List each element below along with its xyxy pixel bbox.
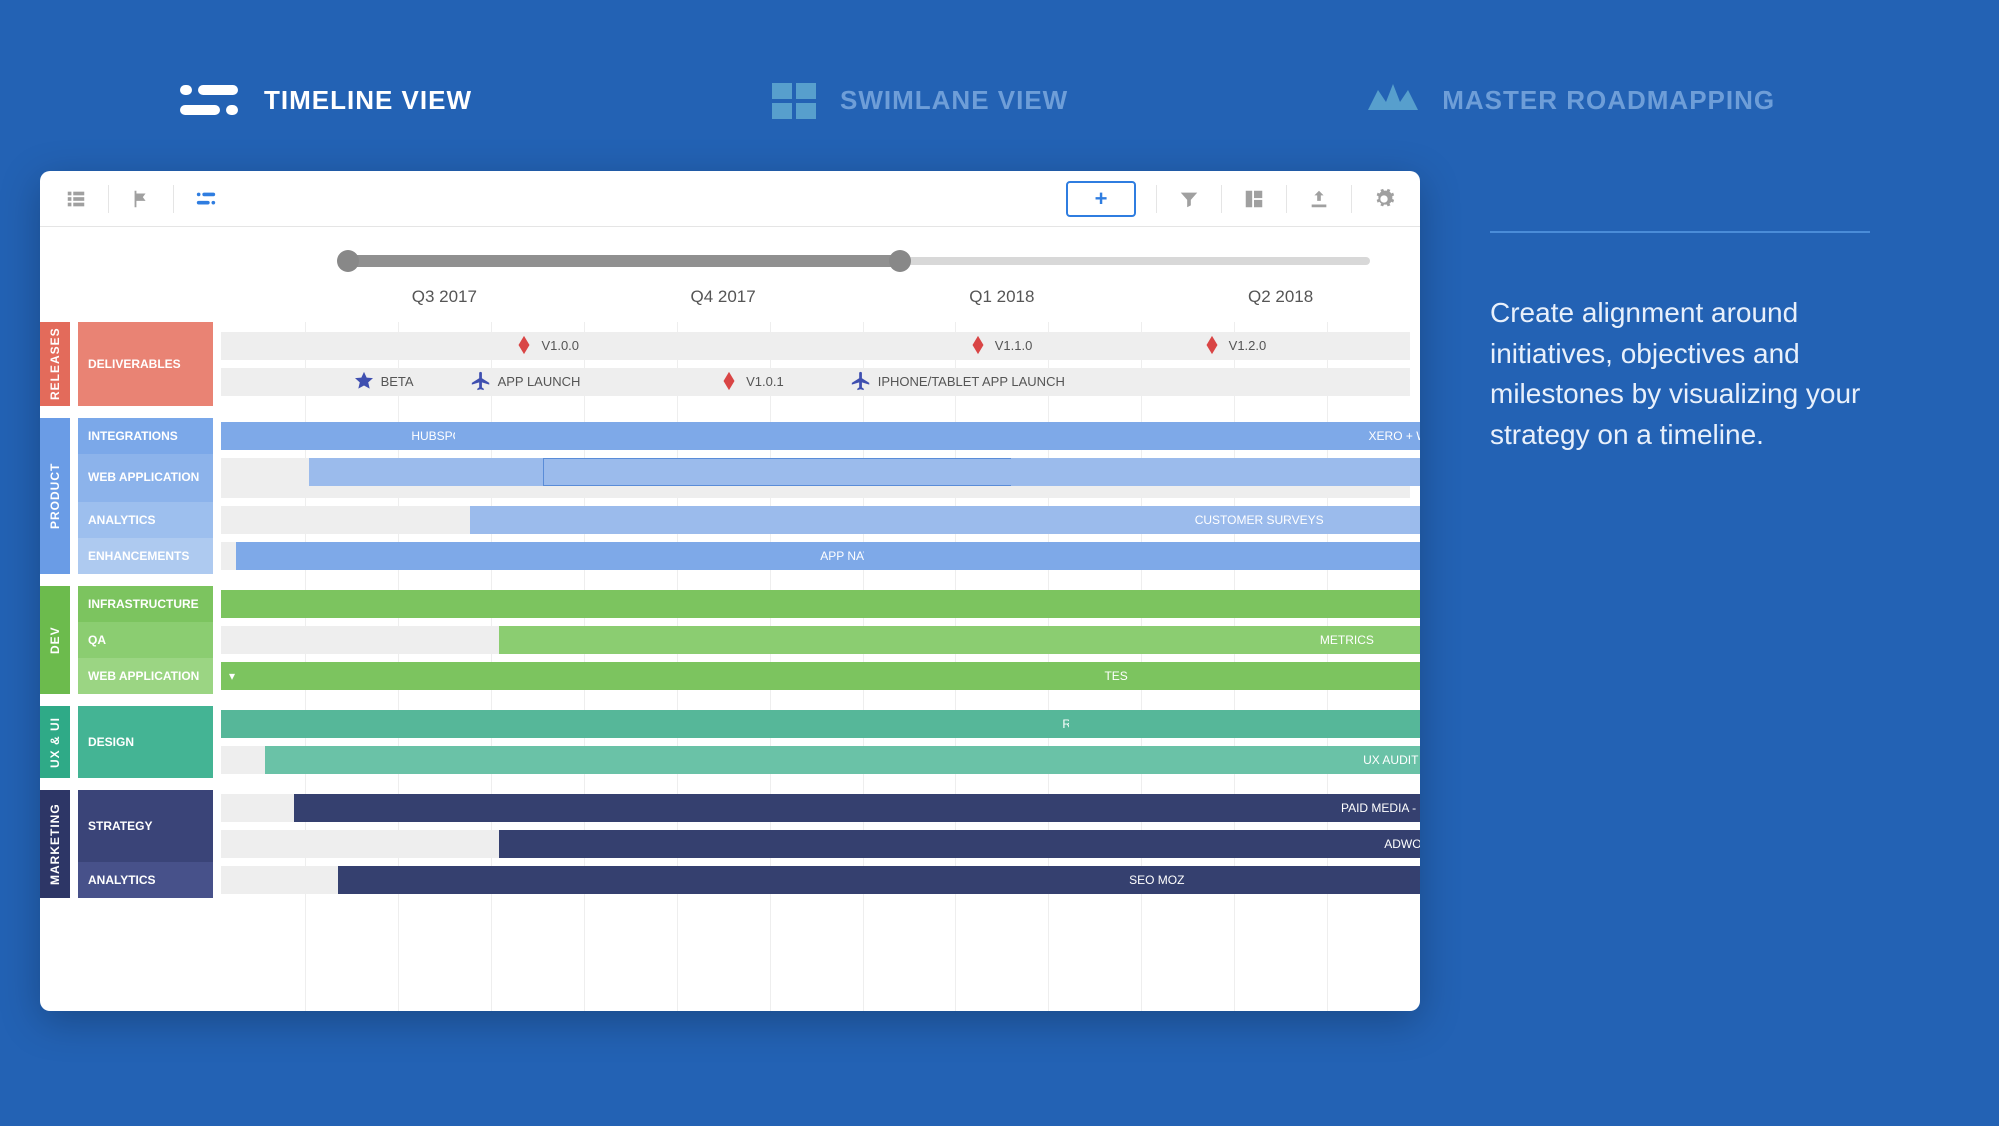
lane: MVP DESIGNDESIGN ADMIN BACK-ENDIPHONE AP… xyxy=(221,742,1420,778)
milestone[interactable]: V1.1.0 xyxy=(967,334,1033,356)
scrubber-handle-start[interactable] xyxy=(337,250,359,272)
lane-label[interactable]: DESIGN xyxy=(78,706,213,778)
roadmap-bar[interactable]: CUSTOM COLOR PALETTES xyxy=(1069,710,1420,738)
roadmap-bar[interactable]: UX AUDIT xyxy=(1171,746,1420,774)
roadmap-bar[interactable]: ADWORDS CAMP xyxy=(1128,830,1420,858)
roadmap-bar[interactable]: METRICS xyxy=(1084,626,1420,654)
crown-icon xyxy=(1368,80,1418,121)
milestone-label: V1.0.1 xyxy=(746,374,784,389)
lane: GOOGLE ANALYTICSSEO MOZ xyxy=(221,862,1420,898)
group-dev: DEV INFRASTRUCTUREQAWEB APPLICATIONSQL DB… xyxy=(40,586,1420,694)
lane: VARIANCE TESTINGPM TESTINGMETRICS xyxy=(221,622,1420,658)
roadmap-bar[interactable] xyxy=(1274,590,1420,618)
lane-label[interactable]: QA xyxy=(78,622,213,658)
milestone-label: V1.0.0 xyxy=(541,338,579,353)
lane-label[interactable]: WEB APPLICATION xyxy=(78,454,213,502)
lane: APPLICATION FEEDBACKCUSTOMER SURVEYS xyxy=(221,502,1420,538)
group-tab-dev[interactable]: DEV xyxy=(40,586,70,694)
quarter-label: Q4 2017 xyxy=(584,287,863,315)
lane: ▾ENVIRONMENT SETUPFRONT-END PROTOTYPETES… xyxy=(221,658,1420,694)
timeline-area: Q3 2017 Q4 2017 Q1 2018 Q2 2018 xyxy=(40,227,1420,1011)
tab-swimlane-label: SWIMLANE VIEW xyxy=(840,85,1068,116)
group-tab-releases[interactable]: RELEASES xyxy=(40,322,70,406)
timeline-view-button[interactable] xyxy=(184,179,228,219)
roadmap-bar[interactable] xyxy=(1259,458,1420,486)
milestone[interactable]: V1.0.1 xyxy=(718,370,784,392)
lane-label[interactable]: ANALYTICS xyxy=(78,862,213,898)
tab-master-roadmapping[interactable]: MASTER ROADMAPPING xyxy=(1368,80,1775,121)
milestone[interactable]: V1.0.0 xyxy=(513,334,579,356)
roadmap-bar[interactable]: CUSTOMER SURVEYS xyxy=(791,506,1420,534)
app-toolbar: + xyxy=(40,171,1420,227)
milestone-label: V1.2.0 xyxy=(1229,338,1267,353)
flag-view-button[interactable] xyxy=(119,179,163,219)
quarter-label: Q2 2018 xyxy=(1141,287,1420,315)
side-description-text: Create alignment around initiatives, obj… xyxy=(1490,293,1920,455)
milestone[interactable]: BETA xyxy=(353,370,414,392)
side-description-panel: Create alignment around initiatives, obj… xyxy=(1490,171,1959,455)
tab-swimlane-view[interactable]: SWIMLANE VIEW xyxy=(772,83,1068,119)
milestone[interactable]: IPHONE/TABLET APP LAUNCH xyxy=(850,370,1065,392)
lane: WIREFRAMEFLAT UIREFINE SITE NAVCUSTOM CO… xyxy=(221,706,1420,742)
roadmap-bar[interactable]: ADMIN BACK END xyxy=(1128,662,1420,690)
add-button[interactable]: + xyxy=(1066,181,1136,217)
group-tab-product[interactable]: PRODUCT xyxy=(40,418,70,574)
group-tab-ux[interactable]: UX & UI xyxy=(40,706,70,778)
lane-label[interactable]: ANALYTICS xyxy=(78,502,213,538)
lane-label[interactable]: ENHANCEMENTS xyxy=(78,538,213,574)
lane-label[interactable]: WEB APPLICATION xyxy=(78,658,213,694)
roadmap-bar[interactable]: XERO + WAV xyxy=(1171,422,1420,450)
milestone[interactable]: V1.2.0 xyxy=(1201,334,1267,356)
export-button[interactable] xyxy=(1297,179,1341,219)
roadmap-bar[interactable]: SEO MOZ xyxy=(806,866,1420,894)
view-tabs: TIMELINE VIEW SWIMLANE VIEW MASTER ROADM… xyxy=(0,0,1999,151)
list-view-button[interactable] xyxy=(54,179,98,219)
milestone-label: IPHONE/TABLET APP LAUNCH xyxy=(878,374,1065,389)
lane: HUBSPOTCONFLUENCEHOOTSUITEFOURSQUAREXERO… xyxy=(221,418,1420,454)
milestone-label: V1.1.0 xyxy=(995,338,1033,353)
group-ux: UX & UI DESIGNWIREFRAMEFLAT UIREFINE SITE… xyxy=(40,706,1420,778)
group-tab-marketing[interactable]: MARKETING xyxy=(40,790,70,898)
time-scrubber[interactable] xyxy=(325,247,1390,277)
tab-timeline-view[interactable]: TIMELINE VIEW xyxy=(180,83,472,119)
milestone-row: BETA APP LAUNCH V1.0.1 IPHONE/TABLET APP LA… xyxy=(221,364,1420,400)
lane-label[interactable]: INFRASTRUCTURE xyxy=(78,586,213,622)
quarter-headers: Q3 2017 Q4 2017 Q1 2018 Q2 2018 xyxy=(305,287,1420,315)
filter-button[interactable] xyxy=(1167,179,1211,219)
roadmap-app-window: + xyxy=(40,171,1420,1011)
settings-button[interactable] xyxy=(1362,179,1406,219)
milestone[interactable]: APP LAUNCH xyxy=(470,370,581,392)
lane-label[interactable]: INTEGRATIONS xyxy=(78,418,213,454)
lane-label[interactable]: STRATEGY xyxy=(78,790,213,862)
lane: MVP REQUIREMENTSIPHONE APP [MVP] REQSFEA… xyxy=(221,454,1420,502)
roadmap-bar[interactable]: FEATURE A RELEASE xyxy=(1113,542,1420,570)
quarter-label: Q1 2018 xyxy=(863,287,1142,315)
tab-master-label: MASTER ROADMAPPING xyxy=(1442,85,1775,116)
milestone-row: V1.0.0 V1.1.0 V1.2.0 xyxy=(221,328,1420,364)
group-product: PRODUCT INTEGRATIONSWEB APPLICATIONANALYT… xyxy=(40,418,1420,574)
scrubber-handle-end[interactable] xyxy=(889,250,911,272)
roadmap-bar[interactable]: PAID MEDIA - SPONSORED CONTENT xyxy=(923,794,1420,822)
layout-button[interactable] xyxy=(1232,179,1276,219)
lane: DRAG AND DROP TOOLAPP NAV REQSFRONT-END … xyxy=(221,538,1420,574)
lane: SQL DB STREAMLINEANALYTICS ENGINEUPGRADE… xyxy=(221,586,1420,622)
tab-timeline-label: TIMELINE VIEW xyxy=(264,85,472,116)
lane-label-deliverables[interactable]: DELIVERABLES xyxy=(78,322,213,406)
swimlane-icon xyxy=(772,83,816,119)
timeline-icon xyxy=(180,83,240,119)
milestone-label: APP LAUNCH xyxy=(498,374,581,389)
lane: BLOG LAUNCHINFLUENCER PLATFORMADWORDS CA… xyxy=(221,826,1420,862)
group-releases: RELEASES DELIVERABLES V1.0.0 V1.1.0 V1.2.0 BE… xyxy=(40,322,1420,406)
group-marketing: MARKETING STRATEGYANALYTICSPRESS LAUNCHCO… xyxy=(40,790,1420,898)
lane: PRESS LAUNCHCONTENT MARKETING STRATEGYPA… xyxy=(221,790,1420,826)
quarter-label: Q3 2017 xyxy=(305,287,584,315)
side-divider xyxy=(1490,231,1870,233)
milestone-label: BETA xyxy=(381,374,414,389)
